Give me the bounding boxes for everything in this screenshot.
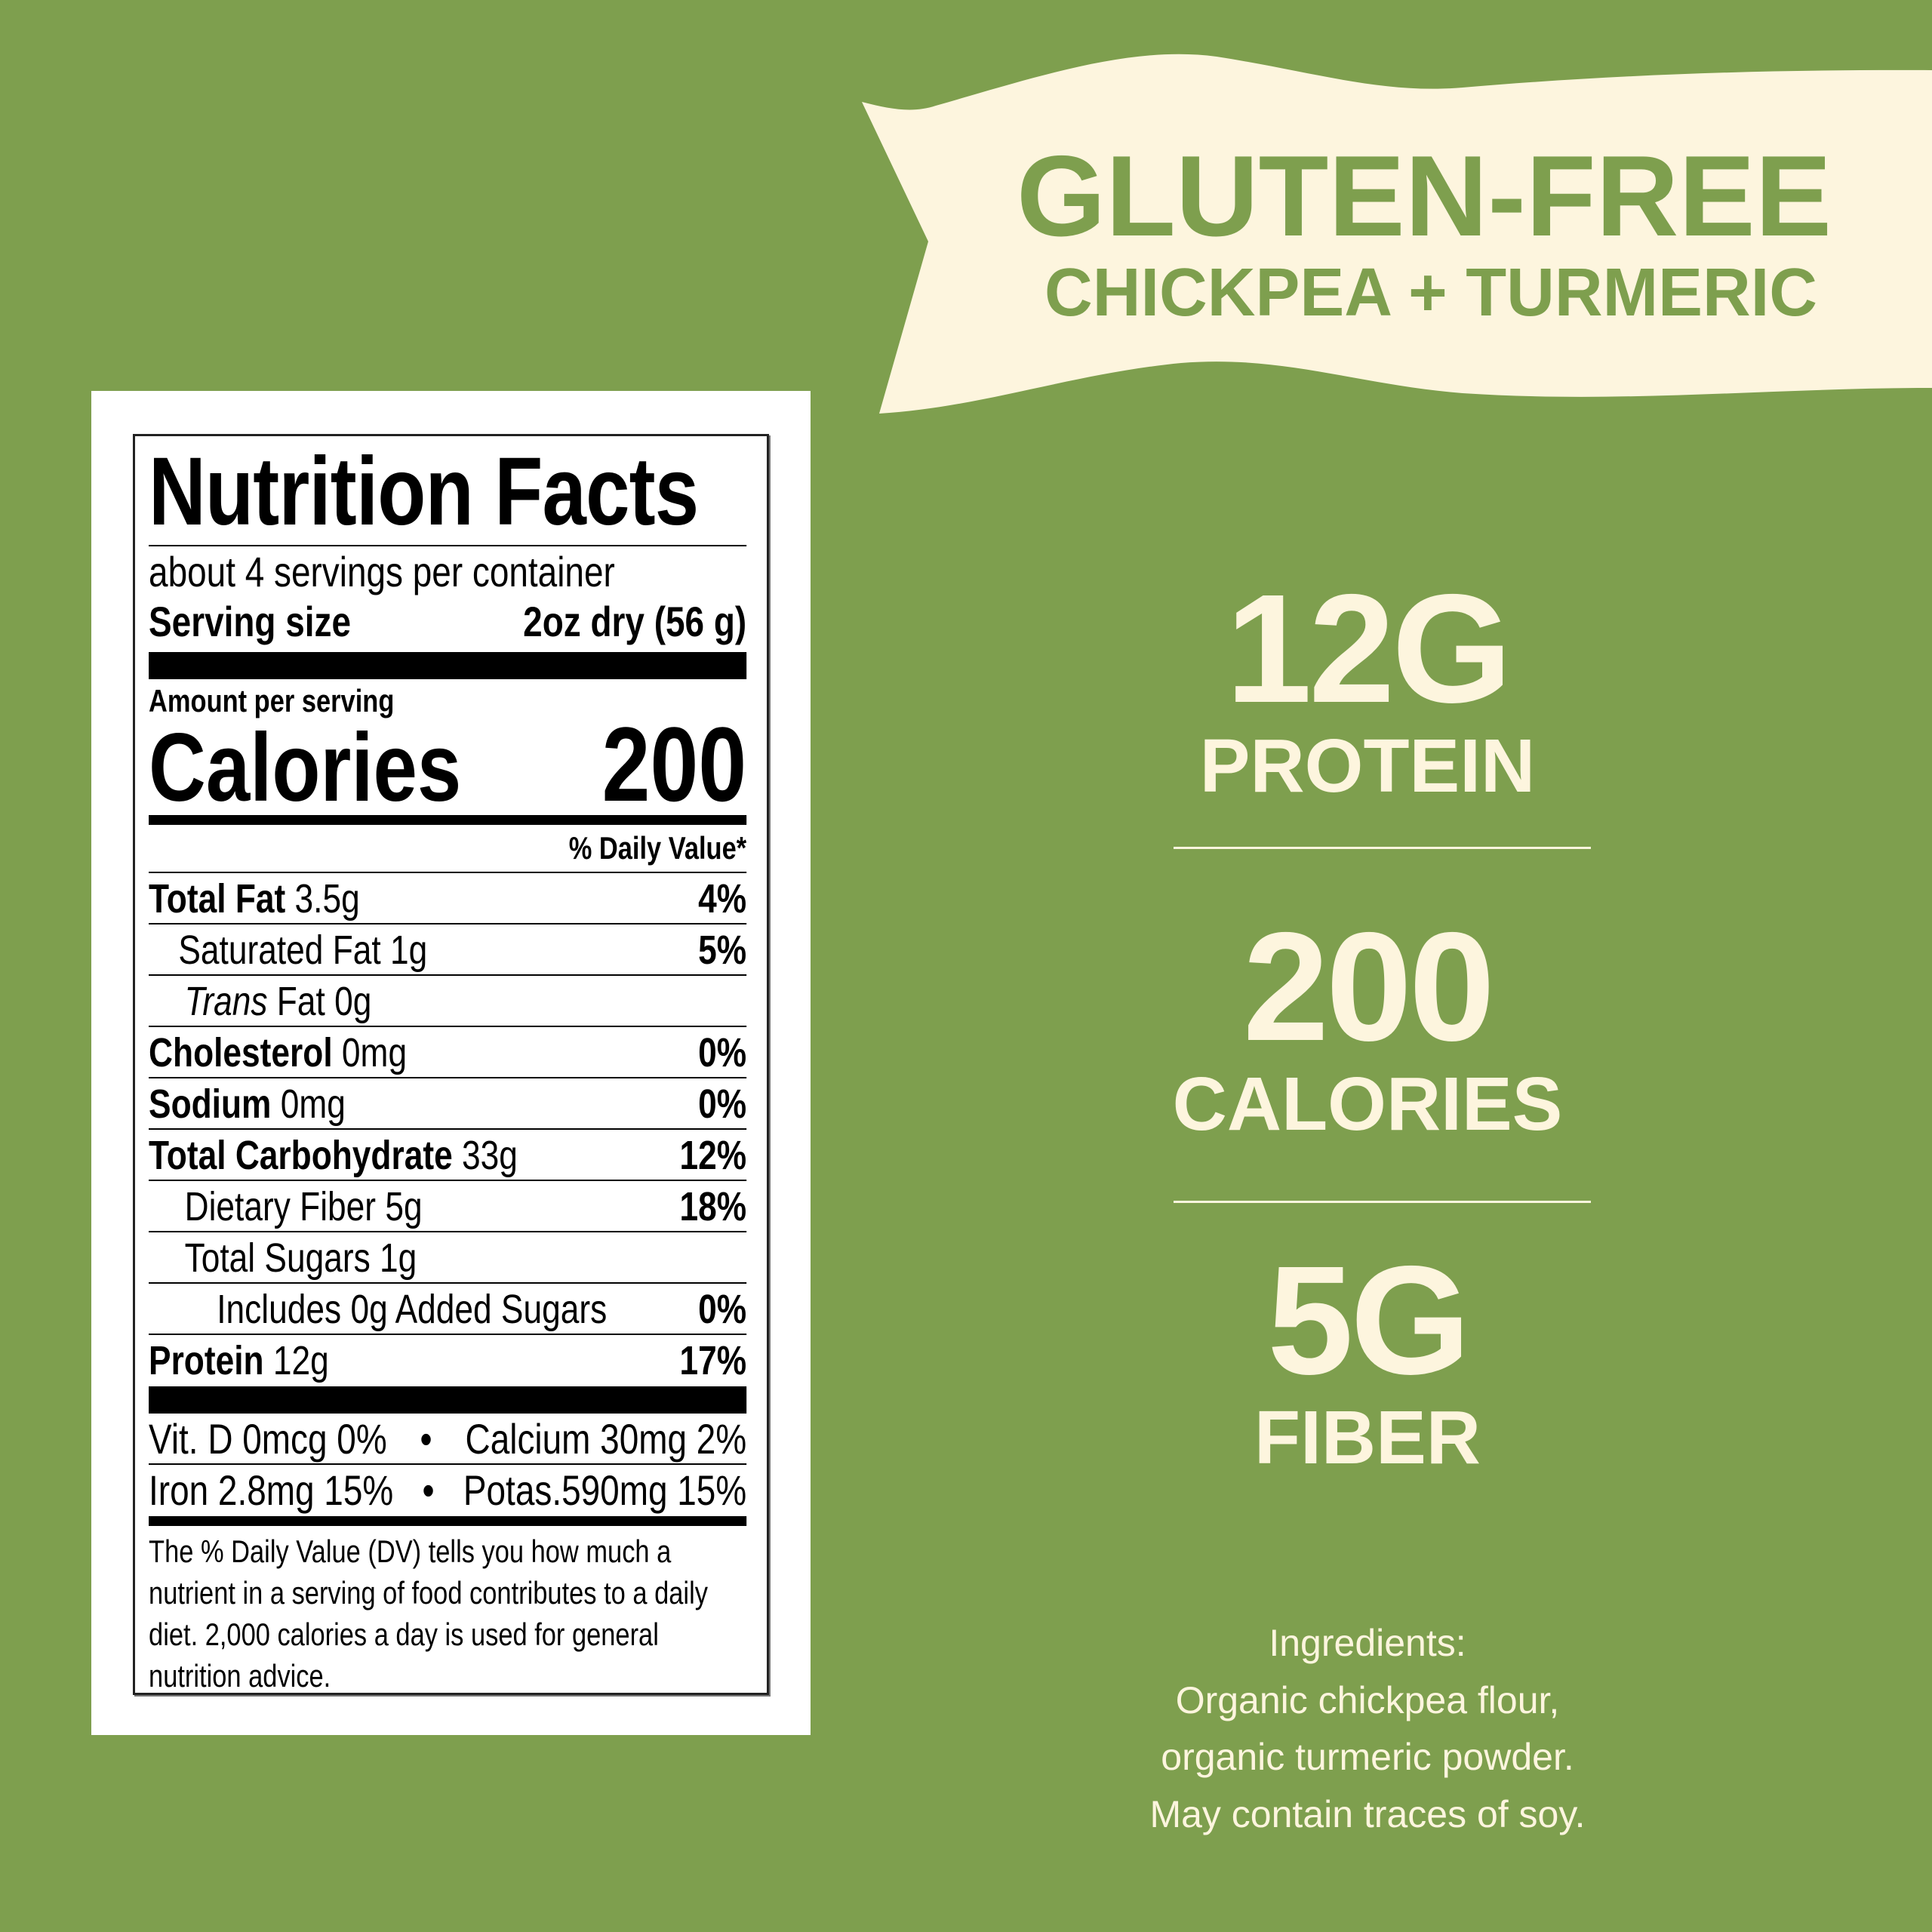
nutrient-label: Cholesterol xyxy=(149,1030,333,1075)
nutrient-daily-value: 4% xyxy=(698,876,747,921)
nutrient-daily-value: 18% xyxy=(679,1184,747,1229)
banner: GLUTEN-FREE CHICKPEA + TURMERIC xyxy=(862,54,1932,414)
nutrition-facts-card: Nutrition Facts about 4 servings per con… xyxy=(91,391,811,1735)
nutrient-daily-value: 5% xyxy=(698,928,747,973)
nutrient-amount: 0mg xyxy=(332,1030,408,1075)
serving-size-label: Serving size xyxy=(149,598,352,645)
nutrient-label: Total Fat xyxy=(149,876,286,921)
stat-label: CALORIES xyxy=(1172,1062,1563,1146)
calcium: Calcium 30mg 2% xyxy=(465,1415,747,1463)
nutrient-row: Protein 12g 17% xyxy=(149,1335,746,1386)
nutrient-daily-value: 0% xyxy=(698,1030,747,1075)
divider xyxy=(149,545,747,546)
footnote: The % Daily Value (DV) tells you how muc… xyxy=(149,1534,708,1694)
serving-size-row: Serving size 2oz dry (56 g) xyxy=(149,596,746,648)
nutrient-name: Protein 12g xyxy=(149,1335,329,1386)
nutrient-label: Protein xyxy=(149,1338,264,1383)
nutrient-amount: 12g xyxy=(263,1338,329,1383)
divider xyxy=(1174,1201,1591,1203)
nutrient-label: Includes 0g Added Sugars xyxy=(217,1287,608,1332)
thick-divider xyxy=(149,1386,747,1414)
banner-title: GLUTEN-FREE xyxy=(1017,132,1832,260)
bullet: • xyxy=(422,1466,435,1514)
nutrient-amount: Fat 0g xyxy=(267,979,372,1024)
stat-value: 200 xyxy=(1242,900,1495,1073)
nutrient-row: Trans Fat 0g xyxy=(149,976,747,1027)
stat-label: FIBER xyxy=(1254,1395,1481,1480)
nutrient-name: Includes 0g Added Sugars xyxy=(217,1284,607,1334)
ingredients-line: organic turmeric powder. xyxy=(1161,1736,1574,1778)
thick-divider xyxy=(149,652,747,679)
nutrient-daily-value: 17% xyxy=(679,1338,747,1383)
banner-subtitle: CHICKPEA + TURMERIC xyxy=(1044,255,1817,331)
stat-calories: 200 CALORIES xyxy=(1141,900,1594,1146)
iron: Iron 2.8mg 15% xyxy=(149,1466,394,1514)
nutrient-row: Total Carbohydrate 33g 12% xyxy=(149,1130,747,1181)
divider xyxy=(1174,847,1591,849)
nutrient-row: Total Sugars 1g xyxy=(149,1232,747,1284)
calories-label: Calories xyxy=(149,714,462,822)
nutrition-facts-label: Nutrition Facts about 4 servings per con… xyxy=(133,434,769,1695)
nutrient-label: Total Carbohydrate xyxy=(149,1133,453,1178)
nutrient-row: Cholesterol 0mg 0% xyxy=(149,1027,747,1078)
vitamin-row: Iron 2.8mg 15% • Potas.590mg 15% xyxy=(149,1465,746,1516)
nutrient-name: Trans Fat 0g xyxy=(185,976,372,1026)
nutrient-name: Saturated Fat 1g xyxy=(178,924,427,974)
stat-protein: 12G PROTEIN xyxy=(1141,562,1594,808)
ingredients-heading: Ingredients: xyxy=(1269,1622,1466,1664)
nutrient-daily-value: 0% xyxy=(698,1081,747,1127)
nutrient-label: Trans xyxy=(184,979,268,1024)
nutrient-row: Total Fat 3.5g 4% xyxy=(149,873,747,924)
nutrient-row: Dietary Fiber 5g 18% xyxy=(149,1181,747,1232)
stat-label: PROTEIN xyxy=(1199,724,1536,808)
nutrient-name: Total Fat 3.5g xyxy=(149,873,360,923)
nutrient-row: Saturated Fat 1g 5% xyxy=(149,924,747,976)
ingredients-line: Organic chickpea flour, xyxy=(1175,1678,1560,1721)
banner-ribbon xyxy=(862,54,1932,414)
nutrient-row: Includes 0g Added Sugars 0% xyxy=(149,1284,747,1335)
stat-fiber: 5G FIBER xyxy=(1141,1234,1594,1480)
vitamin-row: Vit. D 0mcg 0% • Calcium 30mg 2% xyxy=(149,1414,747,1465)
nutrient-name: Total Carbohydrate 33g xyxy=(149,1130,518,1180)
servings-per-container: about 4 servings per container xyxy=(149,548,615,595)
medium-divider xyxy=(149,1516,747,1526)
nutrient-label: Saturated Fat 1g xyxy=(178,928,428,973)
amount-per-serving: Amount per serving xyxy=(149,683,395,718)
nutrient-daily-value: 0% xyxy=(698,1287,747,1332)
nutrient-label: Total Sugars 1g xyxy=(184,1235,417,1281)
nutrient-amount: 33g xyxy=(452,1133,518,1178)
nutrient-daily-value: 12% xyxy=(679,1133,747,1178)
potassium: Potas.590mg 15% xyxy=(463,1466,747,1514)
nutrient-name: Sodium 0mg xyxy=(149,1078,346,1128)
calories-value: 200 xyxy=(601,705,747,823)
nutrient-amount: 0mg xyxy=(271,1081,346,1127)
nutrient-amount: 3.5g xyxy=(285,876,360,921)
medium-divider xyxy=(149,815,747,825)
nutrient-name: Cholesterol 0mg xyxy=(149,1027,407,1077)
daily-value-header: % Daily Value* xyxy=(149,825,747,873)
ingredients: Ingredients: Organic chickpea flour, org… xyxy=(1066,1615,1669,1843)
nutrition-title: Nutrition Facts xyxy=(149,438,699,546)
nutrient-name: Total Sugars 1g xyxy=(185,1232,417,1282)
nutrient-label: Dietary Fiber 5g xyxy=(184,1184,423,1229)
serving-size-value: 2oz dry (56 g) xyxy=(523,598,747,645)
ingredients-line: May contain traces of soy. xyxy=(1149,1792,1586,1835)
nutrient-row: Sodium 0mg 0% xyxy=(149,1078,747,1130)
vitamin-d: Vit. D 0mcg 0% xyxy=(149,1415,387,1463)
stat-value: 12G xyxy=(1226,562,1512,735)
stat-value: 5G xyxy=(1267,1234,1470,1407)
nutrient-name: Dietary Fiber 5g xyxy=(185,1181,423,1231)
nutrient-label: Sodium xyxy=(149,1081,272,1127)
bullet: • xyxy=(420,1415,432,1463)
calories-row: Calories 200 xyxy=(149,705,747,823)
